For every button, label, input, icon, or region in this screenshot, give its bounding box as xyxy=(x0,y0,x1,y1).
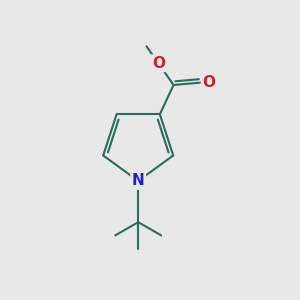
Text: N: N xyxy=(132,173,145,188)
Text: O: O xyxy=(152,56,165,71)
Text: O: O xyxy=(202,75,215,90)
